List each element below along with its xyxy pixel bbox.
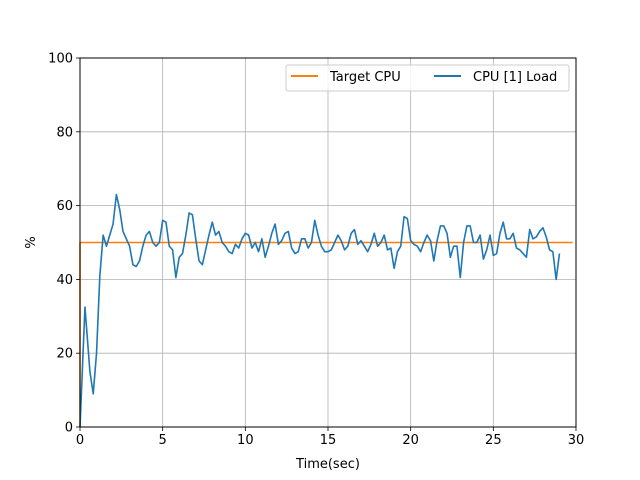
x-tick-label: 5 bbox=[159, 433, 167, 448]
series-line-cpu-load bbox=[79, 193, 561, 428]
x-tick-label: 10 bbox=[237, 433, 254, 448]
x-axis-label: Time(sec) bbox=[295, 457, 360, 472]
x-tick-label: 25 bbox=[485, 433, 502, 448]
x-tick-label: 30 bbox=[568, 433, 585, 448]
x-tick-label: 0 bbox=[76, 433, 84, 448]
legend-box bbox=[285, 64, 570, 92]
y-tick-label: 20 bbox=[56, 347, 73, 362]
y-axis-label: % bbox=[24, 236, 39, 248]
legend-label-target-cpu: Target CPU bbox=[329, 70, 401, 85]
y-tick-label: 0 bbox=[65, 421, 73, 436]
axis-ticks: 0 5 10 15 20 25 30 0 20 40 60 80 100 bbox=[48, 52, 584, 449]
x-tick-label: 15 bbox=[320, 433, 337, 448]
legend: Target CPU CPU [1] Load bbox=[285, 64, 570, 92]
legend-label-cpu-load: CPU [1] Load bbox=[473, 70, 557, 85]
y-tick-label: 80 bbox=[56, 125, 73, 140]
y-tick-label: 40 bbox=[56, 273, 73, 288]
y-tick-label: 60 bbox=[56, 199, 73, 214]
y-tick-label: 100 bbox=[48, 52, 73, 67]
x-tick-label: 20 bbox=[402, 433, 419, 448]
